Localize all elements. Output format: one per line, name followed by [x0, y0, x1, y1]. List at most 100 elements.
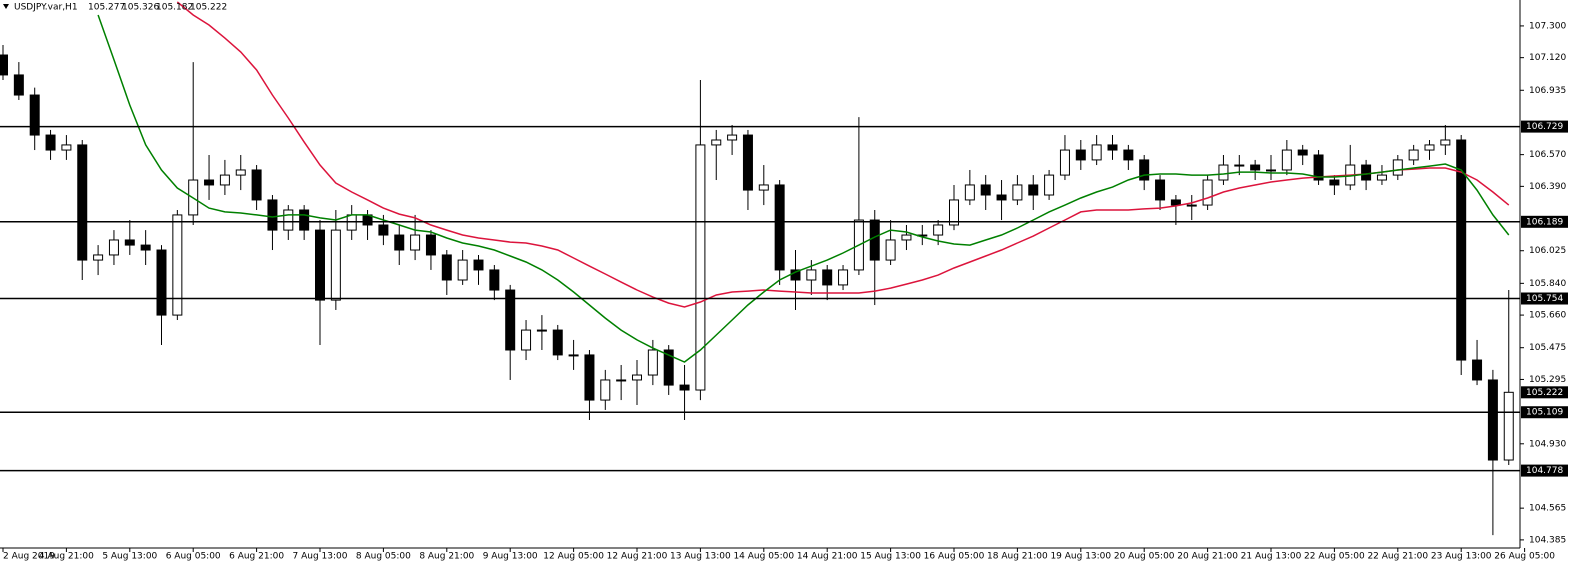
candle-body — [330, 229, 341, 301]
candle-body — [0, 54, 8, 76]
level-label: 106.189 — [1526, 217, 1563, 227]
candle-body — [124, 239, 135, 246]
x-tick-label: 8 Aug 21:00 — [419, 552, 474, 562]
y-tick-label: 106.390 — [1529, 182, 1566, 192]
candle-body — [964, 184, 975, 201]
x-tick-label: 2 Aug 2019 — [3, 552, 55, 562]
candle-body — [806, 269, 817, 281]
candle-body — [679, 384, 690, 391]
x-tick-label: 23 Aug 13:00 — [1431, 552, 1492, 562]
candle-body — [695, 144, 706, 391]
x-tick-label: 12 Aug 21:00 — [607, 552, 668, 562]
candle-body — [1297, 149, 1308, 156]
header-open: 105.277 — [88, 3, 125, 13]
level-label-box — [1521, 120, 1568, 133]
candle-body — [394, 234, 405, 251]
x-tick-label: 22 Aug 21:00 — [1367, 552, 1428, 562]
candle-body — [378, 224, 389, 236]
header-close: 105.222 — [190, 3, 227, 13]
candle-body — [1250, 164, 1261, 171]
candle-body — [1186, 204, 1197, 207]
candle-body — [647, 349, 658, 376]
candle-body — [1091, 144, 1102, 161]
candle-body — [1107, 144, 1118, 151]
candle-body — [1472, 359, 1483, 381]
x-tick-label: 18 Aug 21:00 — [987, 552, 1048, 562]
candle-body — [1059, 149, 1070, 176]
candle-body — [219, 174, 230, 186]
moving-average — [176, 1, 1510, 308]
x-tick-label: 13 Aug 13:00 — [670, 552, 731, 562]
candle-body — [505, 289, 516, 351]
candle-body — [901, 234, 912, 241]
y-tick-label: 104.565 — [1529, 504, 1566, 514]
candle-body — [933, 224, 944, 236]
x-tick-label: 16 Aug 05:00 — [924, 552, 985, 562]
x-tick-label: 12 Aug 05:00 — [543, 552, 604, 562]
candle-body — [61, 144, 72, 151]
x-tick-label: 9 Aug 13:00 — [483, 552, 538, 562]
header-arrow — [3, 4, 9, 9]
candle-body — [632, 374, 642, 381]
header-symbol: USDJPY.var,H1 — [14, 3, 78, 13]
header-low: 105.182 — [156, 3, 193, 13]
candle-body — [616, 379, 627, 382]
candle-body — [489, 269, 500, 291]
candle-body — [1202, 179, 1213, 206]
candle-body — [140, 244, 151, 251]
candle-body — [29, 94, 40, 136]
candle-body — [1075, 149, 1086, 161]
level-label-box — [1521, 406, 1568, 419]
candle-body — [1440, 139, 1451, 146]
y-tick-label: 105.475 — [1529, 343, 1566, 353]
candle-body — [1170, 199, 1181, 206]
candle-body — [869, 219, 880, 261]
candle-body — [172, 214, 183, 316]
candle-body — [1503, 391, 1514, 461]
candle-body — [204, 179, 215, 186]
header-high: 105.326 — [122, 3, 159, 13]
candle-body — [45, 134, 56, 151]
candle-body — [521, 329, 532, 351]
y-tick-label: 105.660 — [1529, 311, 1566, 321]
candle-body — [1329, 179, 1340, 186]
level-label: 105.109 — [1526, 408, 1563, 418]
candle-body — [1044, 174, 1055, 196]
last-price-box — [1521, 386, 1568, 399]
candle-body — [822, 269, 833, 286]
candle-body — [1424, 144, 1435, 151]
candle-body — [758, 184, 769, 191]
candle-body — [13, 74, 24, 96]
candle-body — [235, 169, 246, 176]
candle-body — [473, 259, 484, 271]
candle-body — [1155, 179, 1166, 201]
candle-body — [267, 199, 278, 231]
candle-body — [93, 254, 104, 261]
y-tick-label: 107.300 — [1529, 21, 1566, 31]
x-tick-label: 21 Aug 13:00 — [1241, 552, 1302, 562]
x-tick-label: 14 Aug 05:00 — [733, 552, 794, 562]
candle-body — [742, 134, 753, 191]
candle-body — [299, 209, 310, 231]
candle-body — [108, 239, 119, 256]
y-tick-label: 105.840 — [1529, 279, 1566, 289]
candle-body — [1218, 164, 1229, 181]
candle-body — [600, 379, 611, 401]
candle-body — [1012, 184, 1023, 201]
candle-body — [1139, 159, 1150, 181]
x-tick-label: 5 Aug 13:00 — [102, 552, 157, 562]
level-label: 104.778 — [1526, 466, 1563, 476]
candle-body — [1266, 169, 1276, 172]
candle-body — [1313, 154, 1324, 181]
candle-body — [1123, 149, 1134, 161]
candle-body — [885, 239, 896, 261]
x-tick-label: 7 Aug 13:00 — [293, 552, 348, 562]
candle-body — [1408, 149, 1419, 161]
level-label: 105.754 — [1526, 294, 1563, 304]
x-tick-label: 4 Aug 21:00 — [39, 552, 94, 562]
candle-body — [441, 254, 452, 281]
candle-body — [996, 194, 1007, 201]
y-tick-label: 106.935 — [1529, 86, 1566, 96]
moving-average — [97, 14, 1510, 363]
candle-body — [77, 144, 88, 261]
